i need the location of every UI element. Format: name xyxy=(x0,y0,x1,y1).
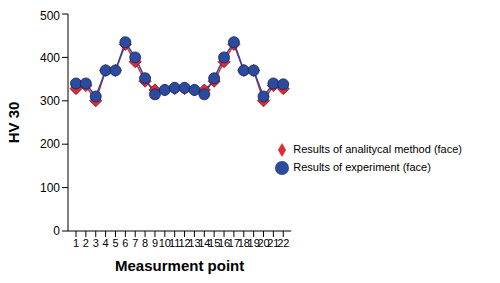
svg-text:13: 13 xyxy=(188,236,201,249)
svg-text:18: 18 xyxy=(237,236,250,249)
svg-text:1: 1 xyxy=(73,237,79,249)
svg-text:15: 15 xyxy=(208,236,221,249)
svg-text:400: 400 xyxy=(40,51,60,65)
svg-text:14: 14 xyxy=(198,236,211,249)
svg-text:12: 12 xyxy=(178,236,191,249)
svg-text:6: 6 xyxy=(122,237,128,249)
svg-text:2: 2 xyxy=(83,237,89,249)
html-text:Results of analitycal method (: Results of analitycal method (face) xyxy=(293,143,462,155)
svg-text:8: 8 xyxy=(142,237,148,249)
html-text:10 11: 10 11 xyxy=(158,236,181,249)
svg-text:Measurment point: Measurment point xyxy=(115,257,244,274)
svg-text:0: 0 xyxy=(53,224,60,238)
svg-text:21: 21 xyxy=(267,236,280,249)
svg-text:7: 7 xyxy=(132,237,138,249)
svg-text:HV 30: HV 30 xyxy=(8,102,22,144)
svg-text:9: 9 xyxy=(152,237,158,249)
svg-text:3: 3 xyxy=(93,237,99,249)
svg-text:500: 500 xyxy=(40,9,60,23)
svg-text:20: 20 xyxy=(257,236,270,249)
svg-text:200: 200 xyxy=(40,137,60,151)
svg-text:4: 4 xyxy=(103,237,109,249)
svg-text:22: 22 xyxy=(277,237,289,249)
svg-text:100: 100 xyxy=(40,181,60,195)
svg-text:16: 16 xyxy=(217,236,231,249)
svg-text:300: 300 xyxy=(40,94,60,108)
svg-text:17: 17 xyxy=(227,236,240,249)
html-text:Results of experiment (face): Results of experiment (face) xyxy=(293,161,431,173)
svg-text:19: 19 xyxy=(247,236,260,249)
svg-text:5: 5 xyxy=(112,237,118,249)
